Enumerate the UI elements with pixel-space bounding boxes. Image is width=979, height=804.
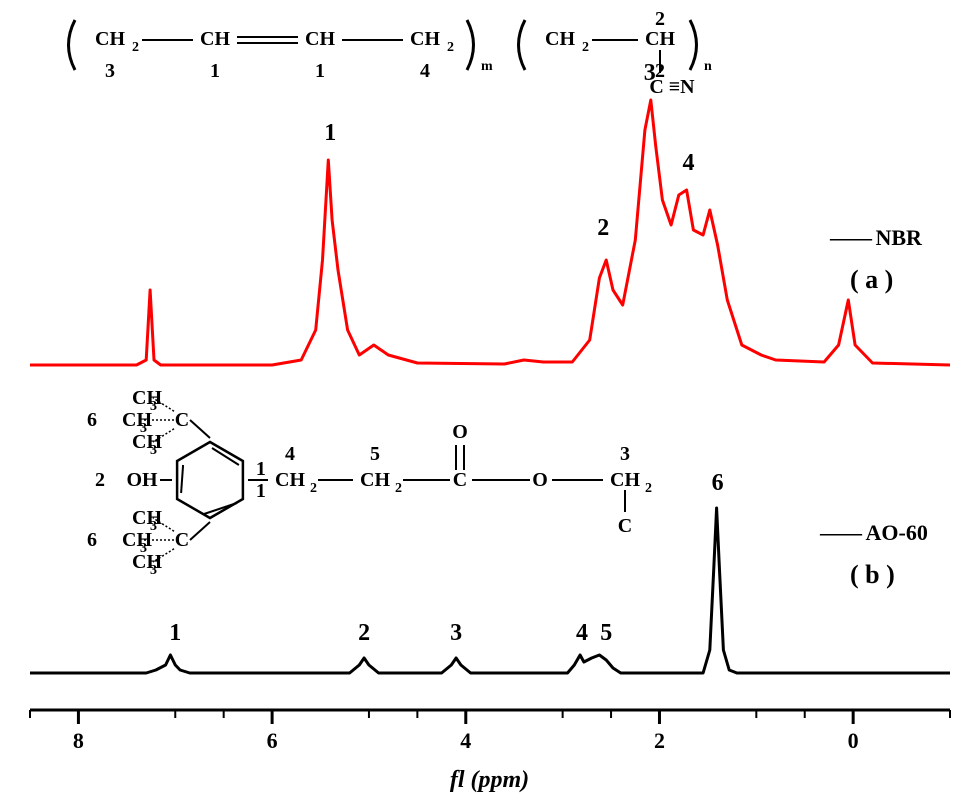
sub: 2 (645, 481, 652, 496)
chem-num: 4 (285, 443, 295, 465)
bond (190, 420, 210, 438)
chem-num: 6 (87, 529, 97, 551)
chem-num: 1 (210, 60, 220, 82)
spectrum-a (30, 100, 950, 365)
tick-label: 0 (848, 728, 859, 753)
plot-area: 864201234123456CH23CH1CH1CH24CH2CH2mnC ≡… (30, 10, 950, 710)
atom: CH (360, 469, 390, 491)
sub: 2 (395, 481, 402, 496)
o: O (452, 421, 468, 443)
cn-group: C ≡N (649, 76, 695, 98)
chem-group: CH (645, 28, 675, 50)
paren-left (69, 20, 76, 70)
tick-label: 2 (654, 728, 665, 753)
ch3: CH (132, 431, 162, 453)
sub: 3 (150, 563, 157, 578)
peak-label: 3 (450, 620, 462, 646)
tick-label: 4 (460, 728, 471, 753)
chem-num: 1 (256, 480, 266, 502)
atom: O (532, 469, 548, 491)
legend-b-dash: —— AO-60 (820, 520, 928, 546)
chem-num: 1 (256, 458, 266, 480)
chem-num: 6 (87, 409, 97, 431)
chem-group: CH (305, 28, 335, 50)
ch3: CH (132, 507, 162, 529)
chem-sub: 2 (447, 40, 454, 55)
c: C (175, 529, 189, 551)
ch3: CH (132, 387, 162, 409)
peak-label: 4 (576, 620, 588, 646)
nmr-figure: 864201234123456CH23CH1CH1CH24CH2CH2mnC ≡… (0, 0, 979, 804)
c: C (175, 409, 189, 431)
tick-label: 6 (267, 728, 278, 753)
sub: 2 (310, 481, 317, 496)
peak-label: 6 (712, 470, 724, 496)
label-a: ( a ) (850, 265, 893, 295)
legend-a-dash: —— NBR (830, 225, 922, 251)
spectrum-b (30, 508, 950, 673)
chem-group: CH (200, 28, 230, 50)
atom: CH (275, 469, 305, 491)
sub: 3 (150, 443, 157, 458)
chem-num: 4 (420, 60, 430, 82)
sub-m: m (481, 59, 493, 74)
atom: CH (610, 469, 640, 491)
ch3: CH (122, 409, 152, 431)
peak-label: 1 (169, 620, 181, 646)
peak-label: 5 (600, 620, 612, 646)
atom: C (453, 469, 467, 491)
chem-num: 1 (315, 60, 325, 82)
legend-b-text: AO-60 (866, 520, 928, 545)
peak-label: 4 (683, 150, 695, 176)
ch3: CH (122, 529, 152, 551)
chem-num: 2 (655, 8, 665, 30)
paren-left-2 (519, 20, 526, 70)
peak-label: 2 (358, 620, 370, 646)
tick-label: 8 (73, 728, 84, 753)
peak-label: 1 (324, 120, 336, 146)
paren-right (467, 20, 474, 70)
oh: OH (126, 469, 158, 491)
bond (190, 522, 210, 540)
label-b: ( b ) (850, 560, 895, 590)
chem-group: CH (545, 28, 575, 50)
benzene (177, 442, 243, 518)
paren-right-2 (690, 20, 697, 70)
chem-num: 3 (105, 60, 115, 82)
x-axis-label: fl (ppm) (0, 767, 979, 794)
chem-num: 2 (95, 469, 105, 491)
c-tail: C (618, 515, 632, 537)
peak-label: 2 (597, 215, 609, 241)
legend-a-text: NBR (876, 225, 922, 250)
ch3: CH (132, 551, 162, 573)
chem-group: CH (410, 28, 440, 50)
spectrum-svg: 864201234123456CH23CH1CH1CH24CH2CH2mnC ≡… (30, 10, 950, 770)
chem-group: CH (95, 28, 125, 50)
sub-n: n (704, 59, 712, 74)
chem-sub: 2 (132, 40, 139, 55)
chem-sub: 2 (582, 40, 589, 55)
bond (181, 465, 183, 493)
chem-num: 5 (370, 443, 380, 465)
chem-num: 3 (620, 443, 630, 465)
